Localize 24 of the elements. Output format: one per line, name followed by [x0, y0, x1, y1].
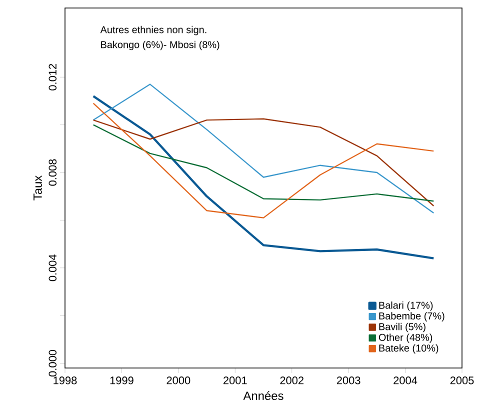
- legend-label: Other (48%): [378, 334, 432, 343]
- line-series: [92, 84, 434, 214]
- annotation: Bakongo (6%)- Mbosi (8%): [101, 40, 220, 50]
- x-tick-label: 2004: [394, 376, 418, 384]
- x-tick-label: 2002: [280, 376, 304, 384]
- x-tick-label: 1998: [54, 376, 77, 384]
- line-series: [92, 102, 434, 218]
- legend-label: Babembe (7%): [379, 312, 444, 322]
- x-tick-label: 2001: [224, 376, 247, 384]
- legend-label: Bateke (10%): [379, 344, 438, 354]
- y-tick-label: 0.000: [48, 350, 56, 377]
- x-axis-title: Années: [243, 391, 284, 400]
- x-tick-label: 2000: [166, 376, 190, 384]
- y-tick-label: 0.004: [48, 254, 56, 282]
- annotation: Autres ethnies non sign.: [100, 26, 206, 36]
- line-series: [92, 95, 435, 260]
- legend-label: Balari (17%): [379, 301, 433, 311]
- x-tick-label: 1999: [110, 376, 134, 384]
- legend-label: Bavili (5%): [379, 322, 426, 332]
- y-axis-title: Taux: [34, 176, 42, 200]
- y-tick-label: 0.012: [48, 64, 56, 90]
- x-tick-label: 2003: [336, 376, 360, 384]
- x-tick-label: 2005: [450, 376, 474, 384]
- y-tick-label: 0.008: [48, 159, 56, 186]
